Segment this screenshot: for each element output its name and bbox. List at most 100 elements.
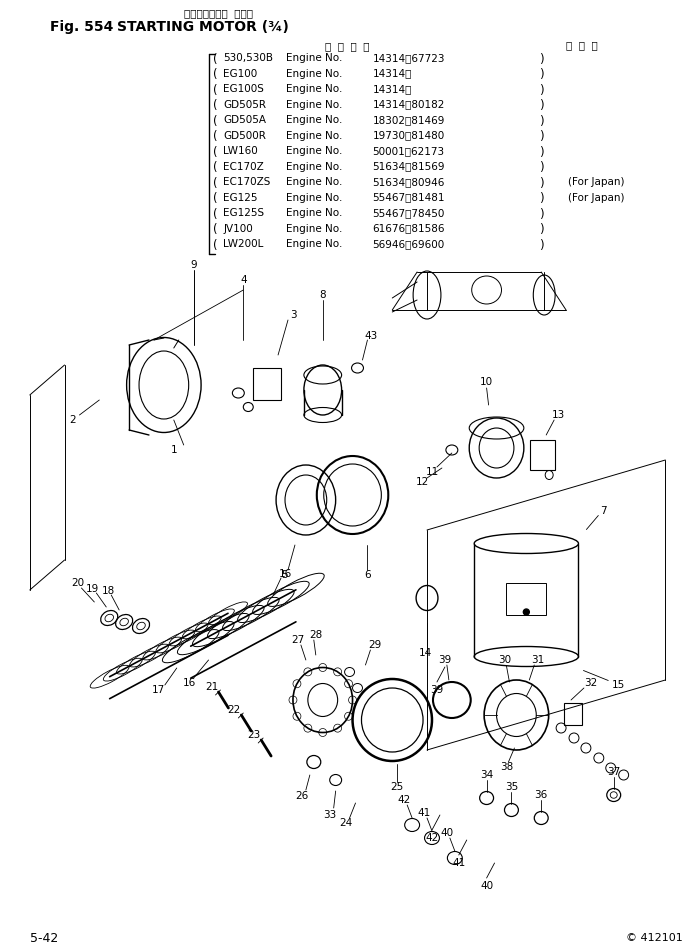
Text: ): ) (539, 223, 544, 236)
Text: Engine No.: Engine No. (286, 224, 342, 233)
Text: 39: 39 (438, 655, 452, 665)
Text: (: ( (213, 192, 217, 205)
Text: 1: 1 (171, 445, 177, 455)
Text: GD505A: GD505A (224, 115, 266, 125)
Text: Engine No.: Engine No. (286, 177, 342, 187)
Text: 17: 17 (152, 685, 165, 695)
Text: 29: 29 (368, 640, 381, 650)
Text: GD500R: GD500R (224, 131, 266, 140)
Text: Engine No.: Engine No. (286, 115, 342, 125)
Circle shape (523, 609, 529, 615)
Text: 55467～81481: 55467～81481 (372, 193, 445, 202)
Text: ): ) (539, 84, 544, 97)
Text: 55467～78450: 55467～78450 (372, 208, 445, 218)
Text: © 412101: © 412101 (626, 933, 682, 943)
Text: 23: 23 (247, 730, 261, 740)
Text: EG125S: EG125S (224, 208, 265, 218)
Text: 34: 34 (480, 770, 493, 780)
Text: 61676～81586: 61676～81586 (372, 224, 445, 233)
Text: Engine No.: Engine No. (286, 161, 342, 172)
Text: Engine No.: Engine No. (286, 100, 342, 109)
Text: (: ( (213, 52, 217, 65)
Text: 14: 14 (418, 648, 431, 658)
Text: スターティング  モータ: スターティング モータ (184, 8, 253, 18)
Text: 22: 22 (228, 705, 241, 715)
Text: 26: 26 (296, 791, 309, 801)
Text: Engine No.: Engine No. (286, 239, 342, 249)
Text: 38: 38 (500, 762, 513, 772)
Text: Engine No.: Engine No. (286, 146, 342, 156)
Text: Engine No.: Engine No. (286, 131, 342, 140)
Text: GD505R: GD505R (224, 100, 266, 109)
Text: (: ( (213, 115, 217, 127)
Text: 19730～81480: 19730～81480 (372, 131, 445, 140)
Text: 5-42: 5-42 (30, 932, 58, 944)
Text: ): ) (539, 177, 544, 190)
Text: 16: 16 (183, 678, 197, 688)
Text: ): ) (539, 192, 544, 205)
Text: EG125: EG125 (224, 193, 258, 202)
Text: 19: 19 (86, 584, 99, 594)
Text: Engine No.: Engine No. (286, 193, 342, 202)
Text: 530,530B: 530,530B (224, 53, 273, 63)
Text: 28: 28 (309, 630, 323, 640)
Text: 4: 4 (240, 275, 247, 285)
Text: 25: 25 (390, 782, 404, 792)
Text: Fig. 554: Fig. 554 (49, 20, 113, 34)
Text: ): ) (539, 115, 544, 127)
Text: 10: 10 (480, 377, 493, 387)
Text: 40: 40 (480, 881, 493, 891)
Text: EC170ZS: EC170ZS (224, 177, 271, 187)
Text: (: ( (213, 145, 217, 158)
Text: 2: 2 (69, 415, 76, 425)
Text: 適  用  号  機: 適 用 号 機 (325, 41, 370, 51)
Text: (: ( (213, 99, 217, 112)
Text: 51634～81569: 51634～81569 (372, 161, 445, 172)
Text: 50001～62173: 50001～62173 (372, 146, 445, 156)
Text: 24: 24 (339, 818, 352, 828)
Text: (: ( (213, 177, 217, 190)
Text: 14314～: 14314～ (372, 84, 412, 94)
Text: 15: 15 (611, 679, 625, 690)
Text: 9: 9 (190, 260, 197, 270)
Text: (: ( (213, 130, 217, 143)
Text: ): ) (539, 130, 544, 143)
Text: 27: 27 (291, 635, 305, 645)
Text: 31: 31 (532, 655, 545, 665)
Text: 5: 5 (281, 570, 287, 580)
Text: Engine No.: Engine No. (286, 68, 342, 79)
Text: Engine No.: Engine No. (286, 208, 342, 218)
Text: 35: 35 (505, 782, 518, 792)
Text: ): ) (539, 238, 544, 251)
Text: Engine No.: Engine No. (286, 84, 342, 94)
Text: 14314～: 14314～ (372, 68, 412, 79)
Text: 21: 21 (205, 682, 218, 692)
Text: 36: 36 (535, 790, 548, 800)
Text: 16: 16 (278, 569, 291, 579)
Text: EC170Z: EC170Z (224, 161, 264, 172)
Text: (For Japan): (For Japan) (568, 177, 625, 187)
Text: ): ) (539, 99, 544, 112)
Text: 56946～69600: 56946～69600 (372, 239, 445, 249)
Text: ): ) (539, 208, 544, 220)
Text: 20: 20 (71, 578, 84, 588)
Text: 18: 18 (102, 586, 115, 596)
Text: 43: 43 (365, 331, 378, 341)
Text: 6: 6 (364, 570, 371, 580)
Text: 39: 39 (430, 685, 443, 695)
Text: EG100: EG100 (224, 68, 258, 79)
Text: 32: 32 (584, 678, 597, 688)
Text: JV100: JV100 (224, 224, 253, 233)
Text: 12: 12 (415, 477, 429, 487)
Text: (: ( (213, 223, 217, 236)
Text: 3: 3 (291, 310, 297, 320)
Text: (: ( (213, 84, 217, 97)
Text: (: ( (213, 238, 217, 251)
Text: 7: 7 (600, 506, 606, 515)
Text: 51634～80946: 51634～80946 (372, 177, 445, 187)
Text: 30: 30 (498, 655, 511, 665)
Text: 18302～81469: 18302～81469 (372, 115, 445, 125)
Text: 11: 11 (425, 467, 438, 477)
Text: ): ) (539, 68, 544, 81)
Text: ): ) (539, 52, 544, 65)
